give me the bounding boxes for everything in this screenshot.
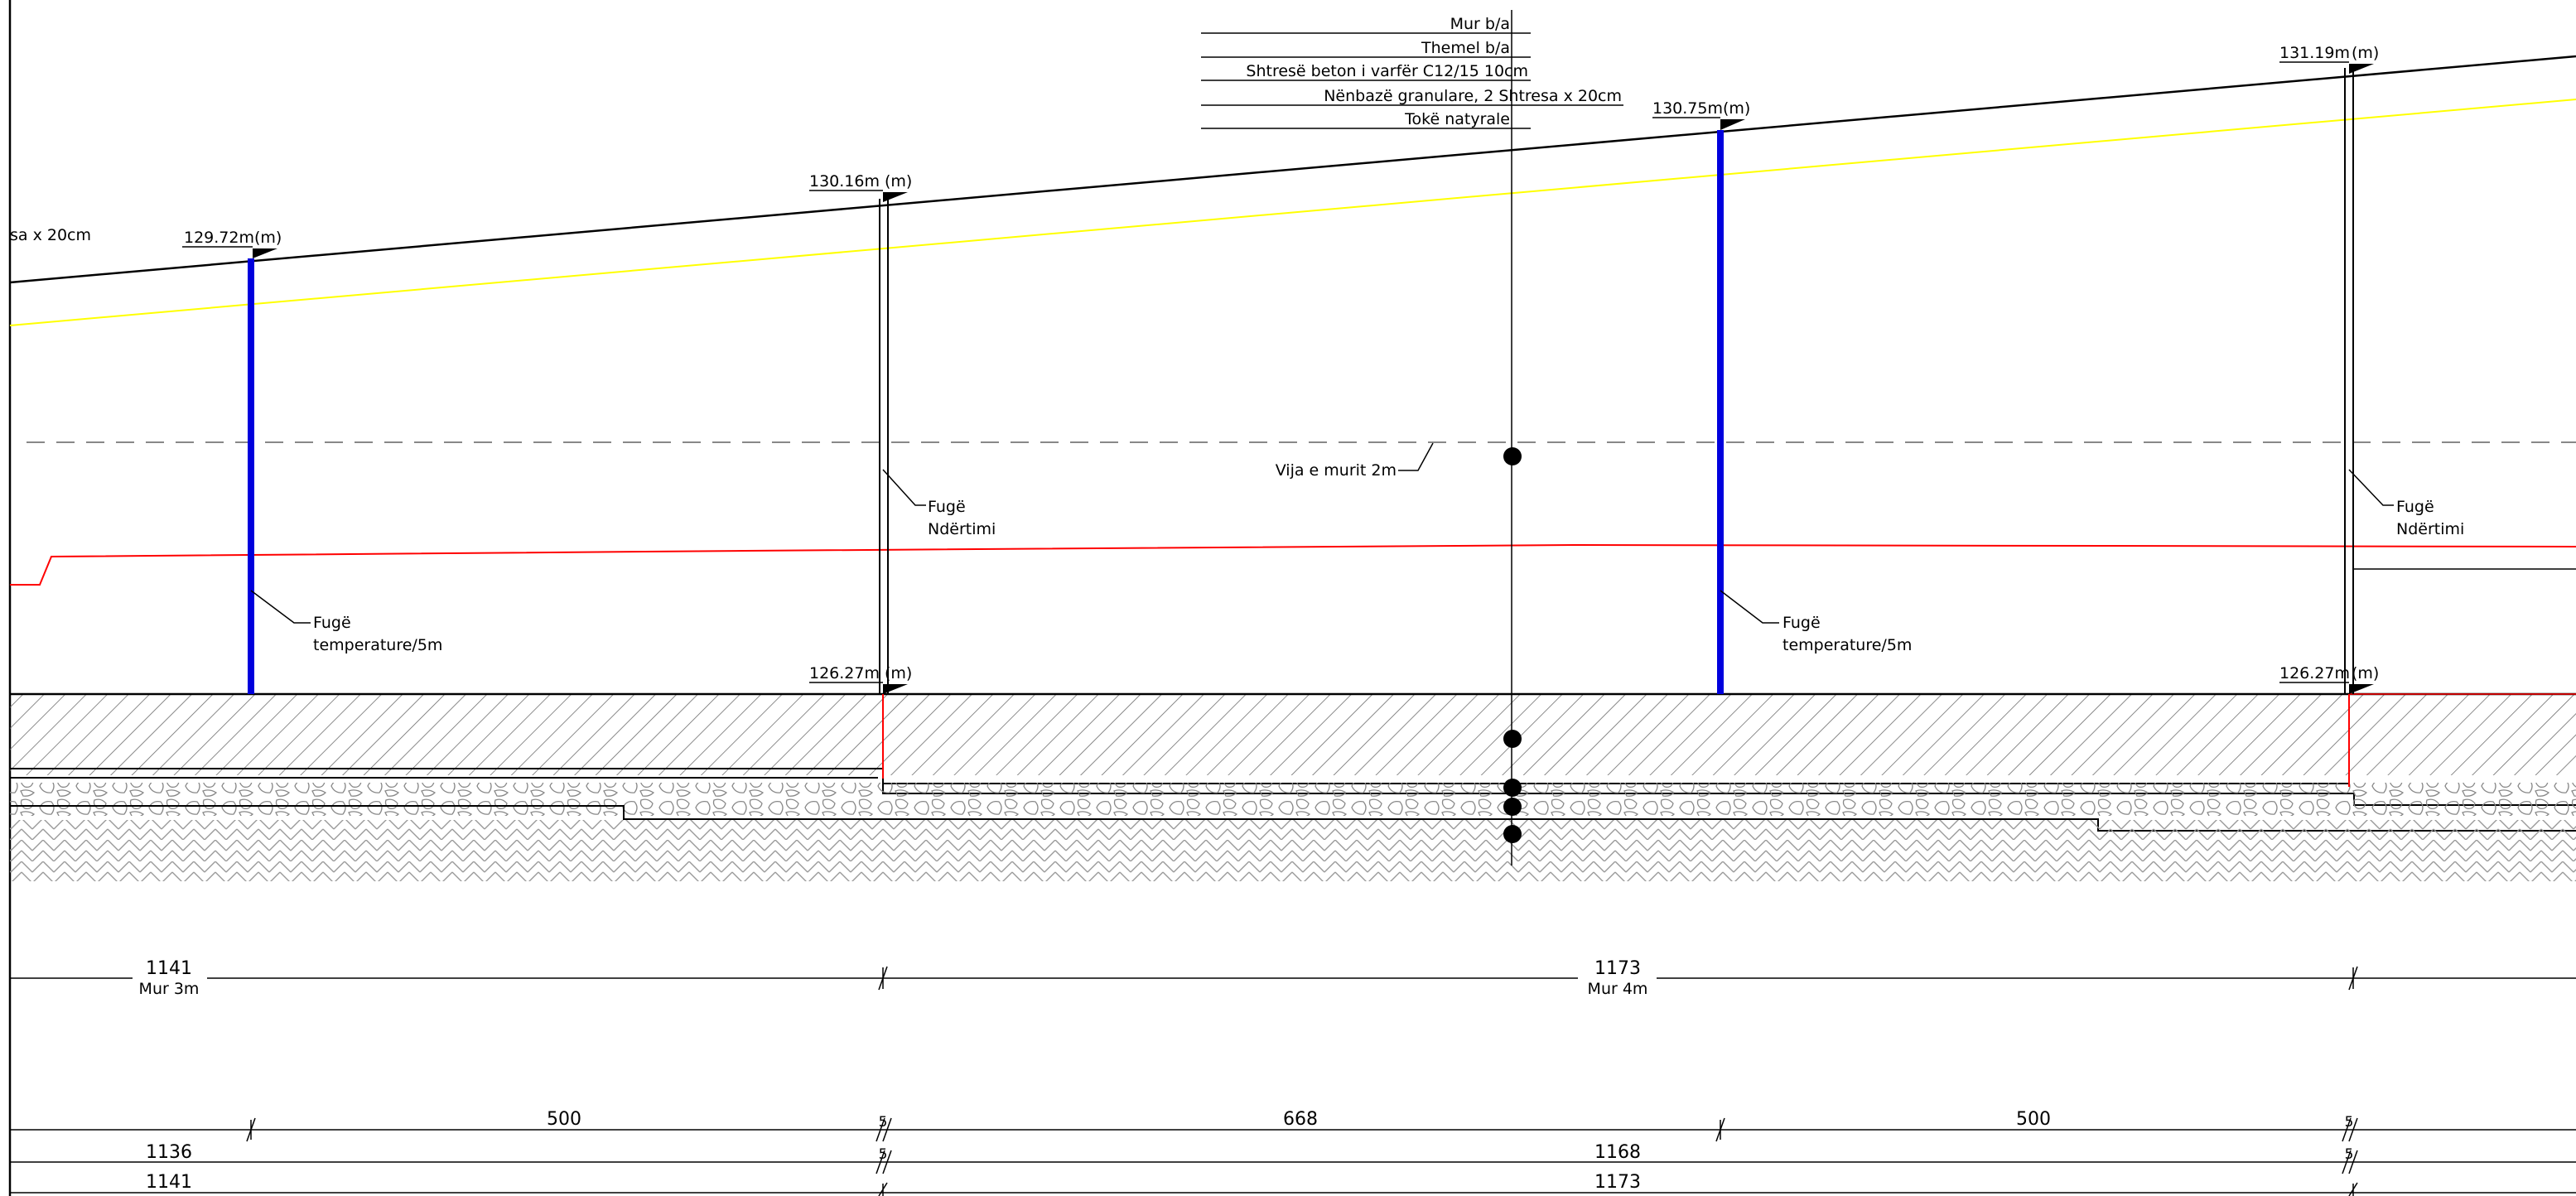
dot-nenbaze: [1503, 798, 1522, 816]
annotation-build-joint-2: Fugë Ndërtimi: [2348, 469, 2464, 538]
svg-text:temperature/5m: temperature/5m: [1782, 636, 1912, 654]
svg-text:129.72m: 129.72m: [184, 229, 254, 247]
elevation-marker-base-right: 126.27m (m): [2279, 664, 2379, 694]
svg-text:(m): (m): [885, 664, 912, 682]
wall-section-hatch: [10, 694, 2576, 775]
wall1-length: 1141: [146, 958, 192, 979]
wall1-name: Mur 3m: [139, 980, 200, 998]
svg-text:(m): (m): [2352, 664, 2379, 682]
svg-text:Fugë: Fugë: [1782, 614, 1821, 632]
svg-text:130.75m: 130.75m: [1652, 99, 1723, 118]
dot-toke: [1503, 825, 1522, 843]
legend-item-2: Themel b/a: [1421, 39, 1510, 57]
svg-text:126.27m: 126.27m: [809, 664, 880, 682]
annotation-temp-joint-1: Fugë temperature/5m: [250, 590, 442, 654]
top-wall-line: [9, 55, 2576, 284]
legend-item-4: Nënbazë granulare, 2 Shtresa x 20cm: [1324, 87, 1622, 105]
elevation-marker-3: 130.75m (m): [1652, 99, 1750, 130]
svg-text:500: 500: [2016, 1109, 2051, 1130]
svg-text:500: 500: [547, 1109, 581, 1130]
svg-text:5: 5: [2345, 1114, 2354, 1131]
dimension-row-3: 1141 1173: [10, 1172, 2576, 1196]
svg-text:Fugë: Fugë: [928, 498, 966, 516]
dimension-row-1: 500 5 668 500 5: [10, 1109, 2576, 1142]
svg-text:temperature/5m: temperature/5m: [313, 636, 442, 654]
dot-beton: [1503, 779, 1522, 797]
wall2-name: Mur 4m: [1588, 980, 1648, 998]
svg-text:126.27m: 126.27m: [2279, 664, 2350, 682]
yellow-line: [9, 99, 2576, 326]
svg-text:1141: 1141: [146, 1172, 192, 1193]
natural-soil: [10, 820, 2576, 881]
elevation-marker-base-left: 126.27m (m): [809, 664, 912, 694]
legend-item-3: Shtresë beton i varfër C12/15 10cm: [1246, 62, 1528, 80]
svg-text:(m): (m): [1723, 99, 1750, 118]
svg-text:1168: 1168: [1594, 1142, 1641, 1163]
annotation-build-joint-1: Fugë Ndërtimi: [882, 469, 996, 538]
elevation-marker-1: 129.72m (m): [182, 229, 282, 258]
svg-text:(m): (m): [885, 172, 912, 190]
truncated-label: sa x 20cm: [10, 226, 91, 244]
svg-text:130.16m: 130.16m: [809, 172, 880, 190]
dot-wall-line: [1503, 447, 1522, 465]
red-terrain-line: [10, 543, 2576, 586]
svg-text:1173: 1173: [1594, 1172, 1641, 1193]
svg-text:(m): (m): [254, 229, 282, 247]
svg-text:Ndërtimi: Ndërtimi: [2396, 520, 2464, 538]
elevation-marker-4: 131.19m (m): [2279, 44, 2379, 74]
legend-item-5: Tokë natyrale: [1404, 110, 1510, 128]
svg-text:Vija e murit 2m: Vija e murit 2m: [1276, 461, 1397, 480]
gravel-layer: [10, 783, 2576, 816]
svg-text:(m): (m): [2352, 44, 2379, 62]
wall2-length: 1173: [1594, 958, 1641, 979]
svg-text:5: 5: [879, 1146, 888, 1163]
dot-themel: [1503, 730, 1522, 748]
svg-text:Fugë: Fugë: [313, 614, 351, 632]
svg-text:Ndërtimi: Ndërtimi: [928, 520, 996, 538]
svg-text:1136: 1136: [146, 1142, 192, 1163]
svg-text:668: 668: [1283, 1109, 1318, 1130]
svg-text:5: 5: [879, 1114, 888, 1131]
elevation-marker-2: 130.16m (m): [809, 172, 912, 202]
annotation-wall-line: Vija e murit 2m: [1276, 442, 1434, 480]
svg-text:5: 5: [2345, 1146, 2354, 1163]
legend-item-1: Mur b/a: [1450, 15, 1510, 33]
svg-text:131.19m: 131.19m: [2279, 44, 2350, 62]
svg-text:Fugë: Fugë: [2396, 498, 2434, 516]
annotation-temp-joint-2: Fugë temperature/5m: [1720, 590, 1912, 654]
wall-length-dimension: 1141 Mur 3m 1173 Mur 4m: [10, 958, 2576, 998]
dimension-row-2: 1136 5 1168 5: [10, 1142, 2576, 1174]
